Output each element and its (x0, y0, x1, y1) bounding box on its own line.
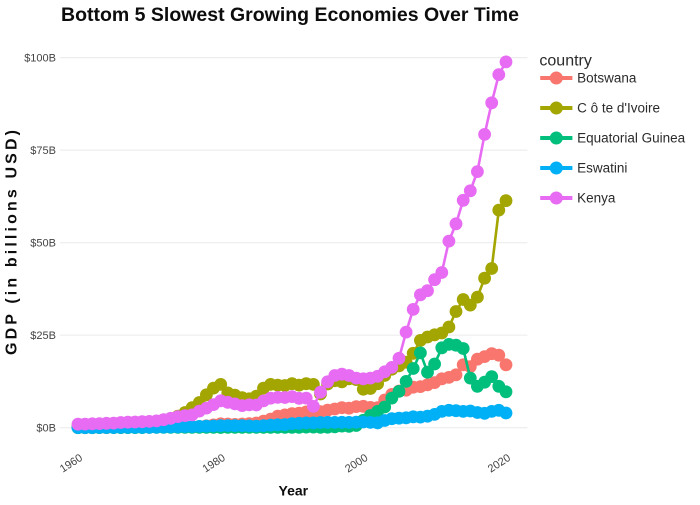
svg-text:C ô te d'Ivoire: C ô te d'Ivoire (577, 101, 660, 116)
svg-text:Eswatini: Eswatini (577, 161, 627, 176)
svg-text:$50B: $50B (30, 238, 56, 250)
svg-text:$75B: $75B (30, 145, 56, 157)
svg-text:Botswana: Botswana (577, 71, 637, 86)
svg-text:$25B: $25B (30, 330, 56, 342)
svg-text:Equatorial Guinea: Equatorial Guinea (577, 131, 686, 146)
svg-text:$100B: $100B (24, 53, 56, 65)
svg-text:country: country (539, 52, 591, 69)
svg-text:Bottom 5 Slowest Growing Econo: Bottom 5 Slowest Growing Economies Over … (61, 4, 519, 26)
svg-text:Kenya: Kenya (577, 191, 616, 206)
svg-text:GDP (in billions USD): GDP (in billions USD) (4, 130, 21, 355)
svg-text:$0B: $0B (36, 423, 56, 435)
svg-text:Year: Year (279, 483, 309, 499)
